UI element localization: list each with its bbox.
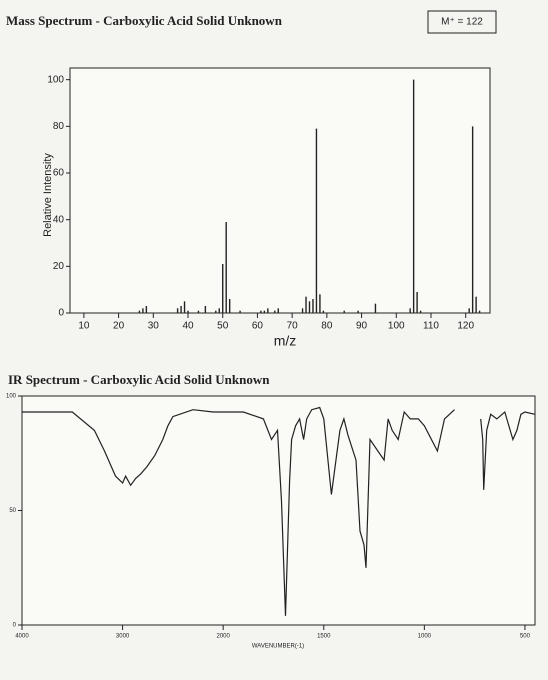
x-tick-label: 1500 <box>317 634 331 640</box>
x-axis-label: WAVENUMBER(-1) <box>252 644 304 650</box>
x-tick-label: 70 <box>287 321 299 332</box>
x-tick-label: 120 <box>457 321 474 332</box>
plot-frame <box>69 67 491 314</box>
y-tick-label: 50 <box>9 508 16 514</box>
x-tick-label: 4000 <box>15 634 29 640</box>
annotation-box <box>427 10 497 34</box>
x-tick-label: 30 <box>148 321 160 332</box>
x-tick-label: 110 <box>423 321 439 332</box>
y-axis-label: Relative Intensity <box>42 153 54 237</box>
y-tick-label: 80 <box>53 121 65 132</box>
x-tick-label: 80 <box>321 321 333 332</box>
x-tick-label: 2000 <box>216 634 230 640</box>
x-tick-label: 60 <box>252 321 264 332</box>
annotation: M⁺ = 122 <box>441 17 483 28</box>
x-tick-label: 10 <box>78 321 90 332</box>
x-tick-label: 3000 <box>116 634 130 640</box>
x-tick-label: 1000 <box>418 634 432 640</box>
ir-title: IR Spectrum - Carboxylic Acid Solid Unkn… <box>8 372 270 387</box>
x-axis-label: m/z <box>274 333 297 349</box>
plot-frame <box>21 395 536 626</box>
y-tick-label: 0 <box>58 308 64 319</box>
x-tick-label: 90 <box>356 321 368 332</box>
y-tick-label: 40 <box>53 214 65 225</box>
x-tick-label: 40 <box>182 321 194 332</box>
x-tick-label: 500 <box>520 634 531 640</box>
spectrum-line <box>22 406 536 616</box>
y-tick-label: 100 <box>47 74 64 85</box>
ms-title: Mass Spectrum - Carboxylic Acid Solid Un… <box>6 13 283 28</box>
y-tick-label: 0 <box>13 623 17 629</box>
y-tick-label: 100 <box>6 394 17 400</box>
y-tick-label: 20 <box>53 261 65 272</box>
x-tick-label: 100 <box>388 321 405 332</box>
x-tick-label: 20 <box>113 321 125 332</box>
x-tick-label: 50 <box>217 321 229 332</box>
y-tick-label: 60 <box>53 168 65 179</box>
